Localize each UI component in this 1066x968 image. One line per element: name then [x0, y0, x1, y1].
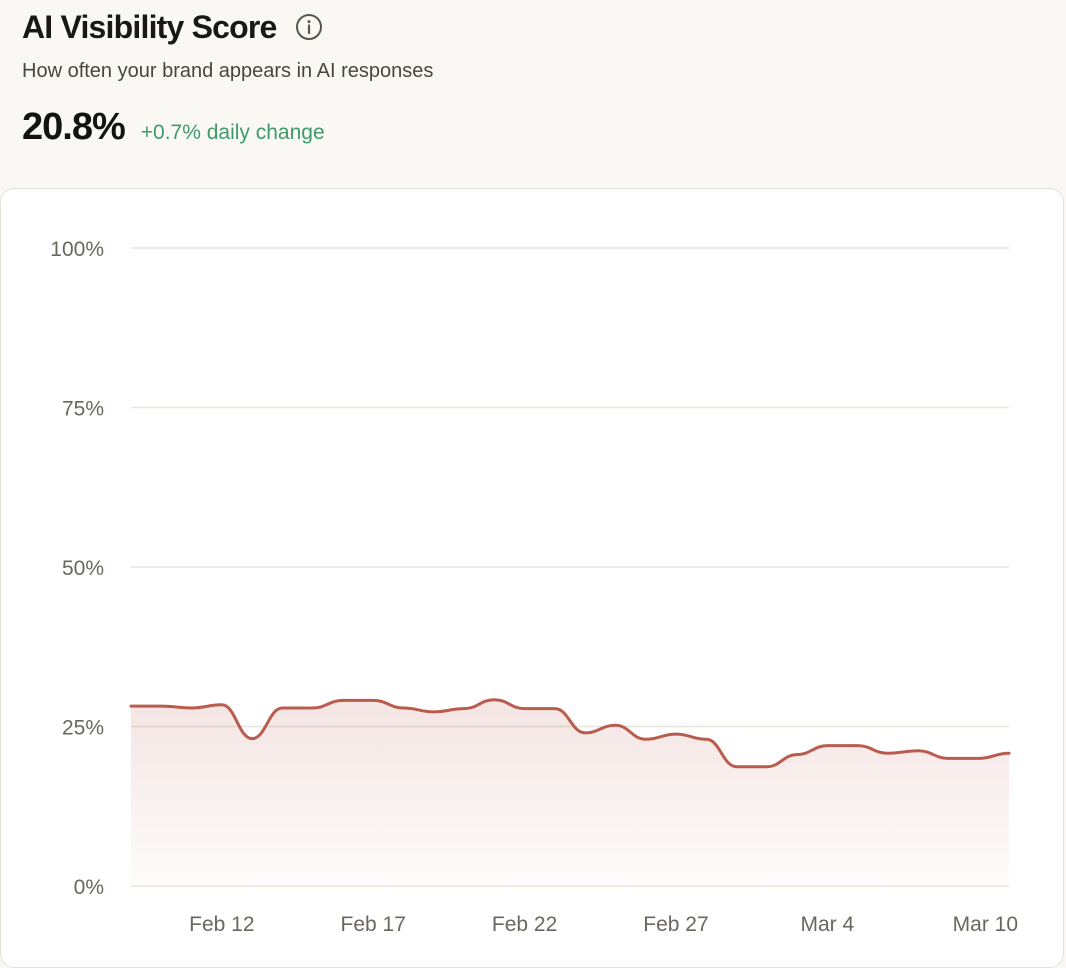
info-icon[interactable]	[295, 13, 323, 41]
header: AI Visibility Score How often your brand…	[22, 0, 1022, 180]
daily-change: +0.7% daily change	[141, 121, 325, 145]
y-tick-label: 50%	[62, 557, 104, 580]
chart-card: 0% 25% 50% 75% 100% Feb 12 Feb 17 Feb 22 Feb 27…	[0, 188, 1064, 968]
title-row: AI Visibility Score	[22, 6, 323, 48]
y-tick-label: 0%	[74, 876, 104, 899]
y-tick-label: 75%	[62, 398, 104, 421]
visibility-chart: 0% 25% 50% 75% 100% Feb 12 Feb 17 Feb 22 Feb 27…	[1, 189, 1063, 959]
score-value: 20.8%	[22, 106, 125, 149]
series-area	[131, 700, 1009, 886]
x-tick-label: Feb 27	[643, 913, 708, 936]
x-tick-label: Feb 12	[189, 913, 254, 936]
metric-row: 20.8% +0.7% daily change	[22, 106, 325, 149]
x-tick-label: Feb 17	[341, 913, 406, 936]
x-tick-label: Mar 10	[953, 913, 1018, 936]
subtitle: How often your brand appears in AI respo…	[22, 60, 433, 83]
x-tick-label: Feb 22	[492, 913, 557, 936]
page-title: AI Visibility Score	[22, 9, 277, 46]
y-tick-label: 100%	[50, 238, 104, 261]
y-tick-label: 25%	[62, 717, 104, 740]
x-tick-label: Mar 4	[801, 913, 855, 936]
